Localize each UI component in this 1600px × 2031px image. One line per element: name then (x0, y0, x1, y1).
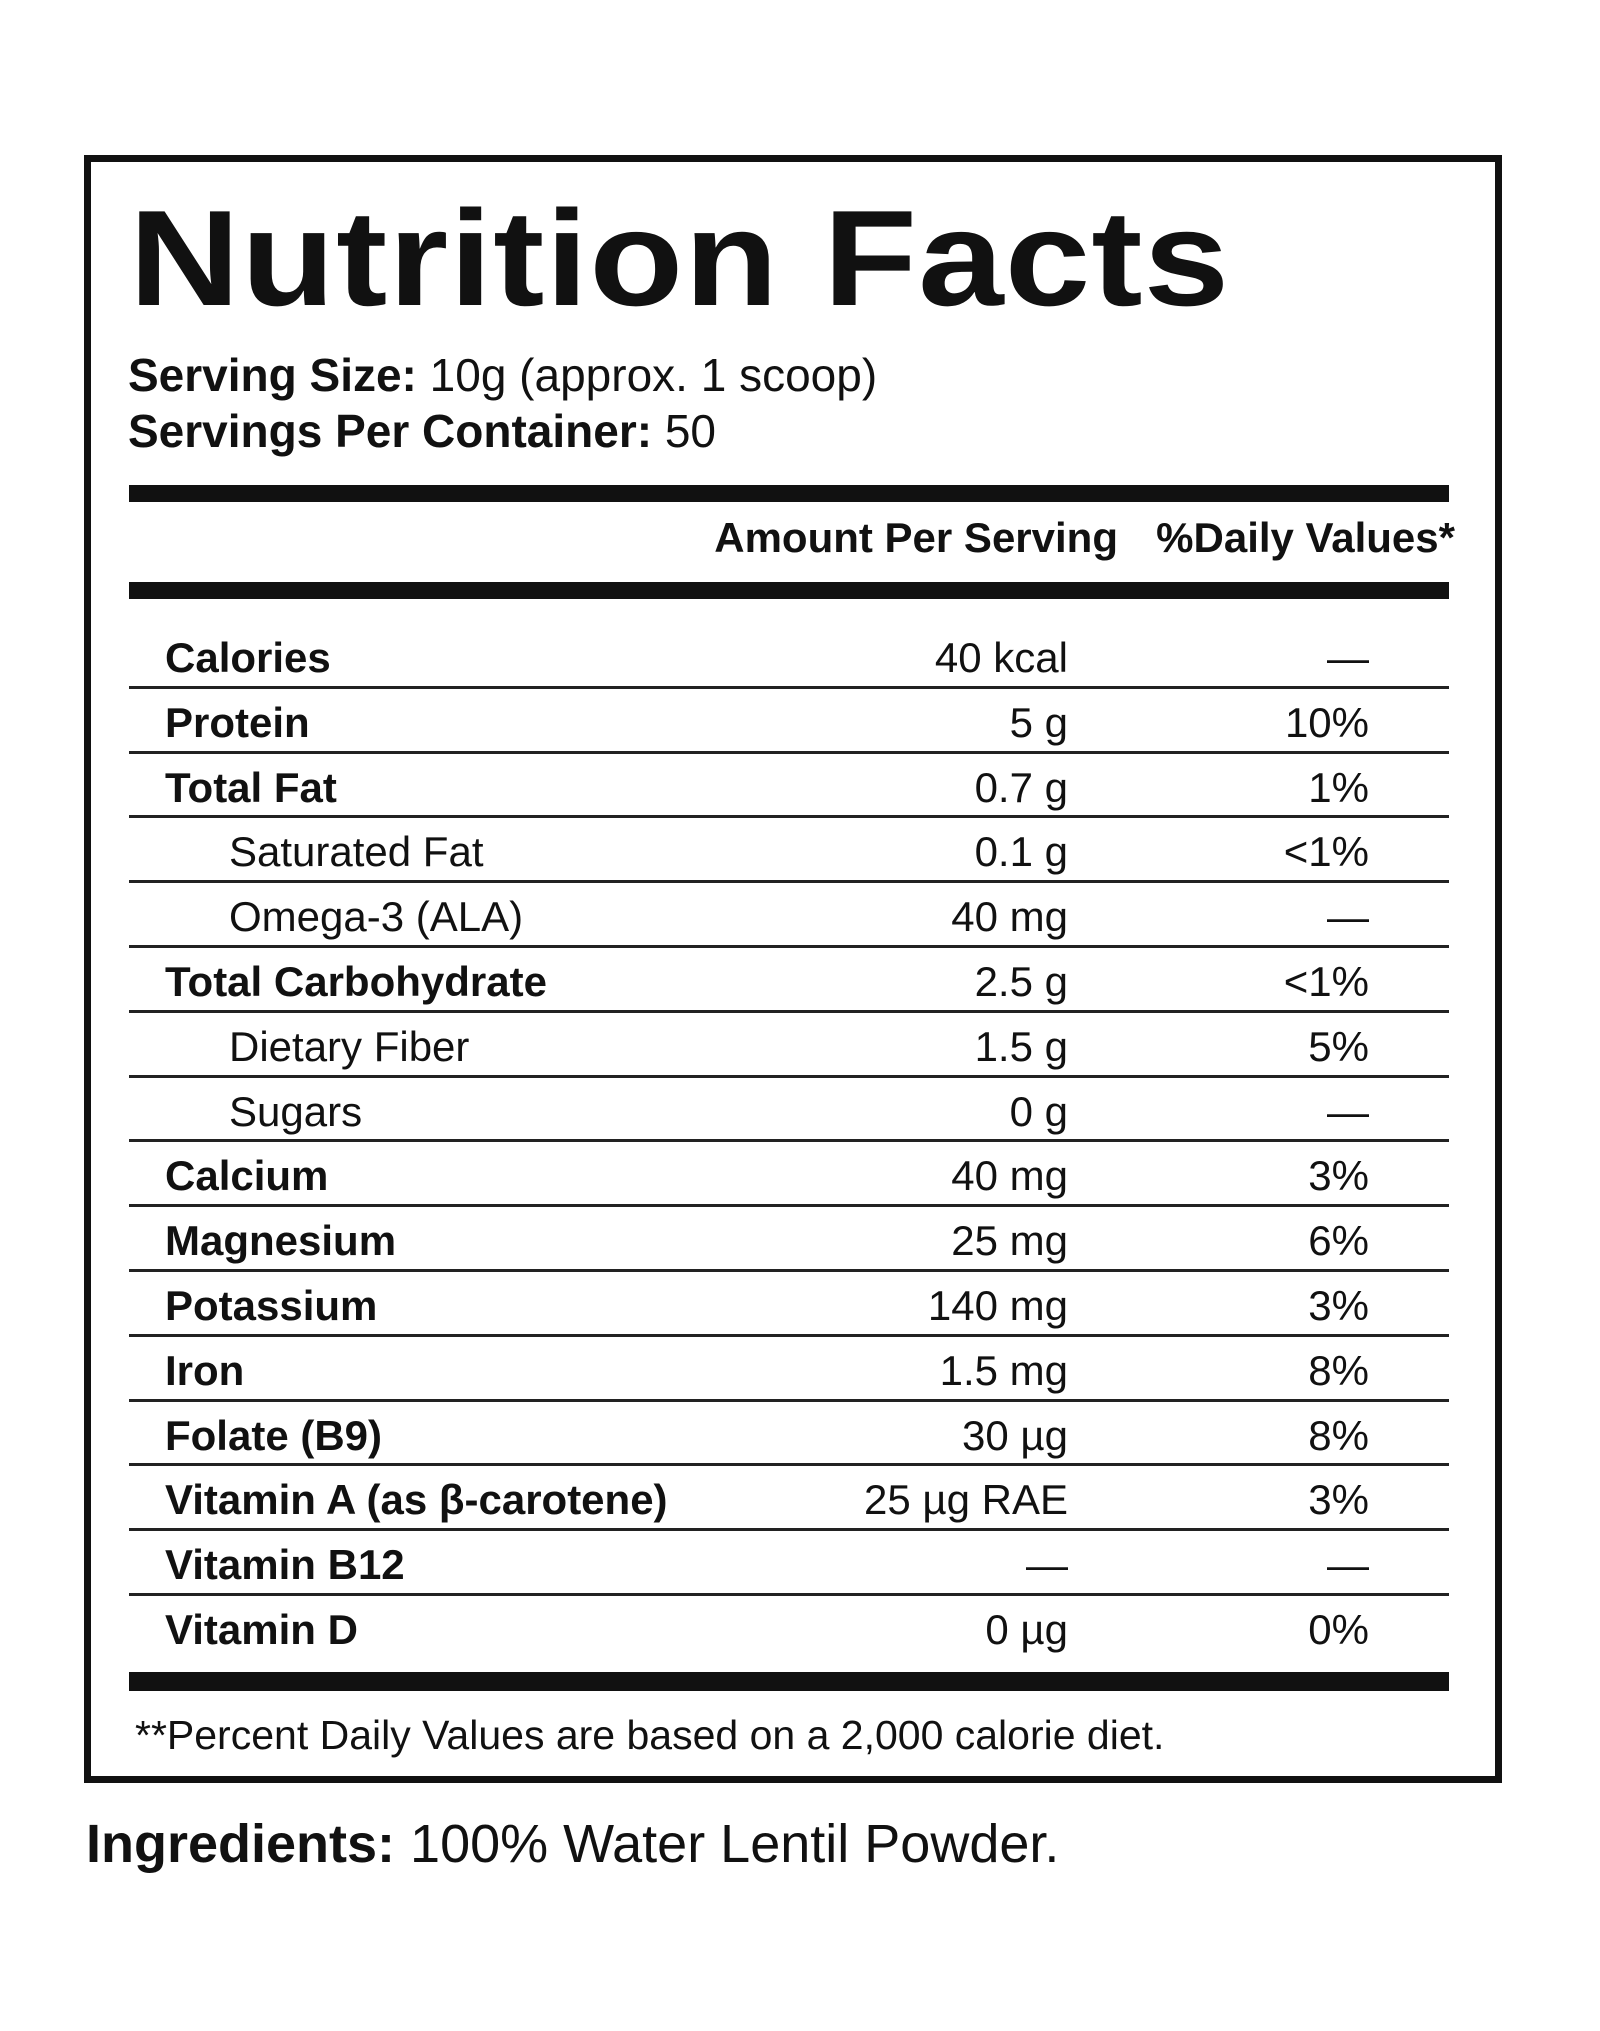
nutrient-name: Total Carbohydrate (165, 957, 547, 1005)
nutrient-row: Total Carbohydrate 2.5 g <1% (129, 948, 1449, 1013)
nutrient-row: Sugars 0 g — (129, 1078, 1449, 1143)
nutrient-amount: 0.7 g (974, 763, 1068, 811)
nutrient-daily-value: — (1327, 1541, 1369, 1589)
header-amount-per-serving: Amount Per Serving (714, 514, 1118, 561)
ingredients-value: 100% Water Lentil Powder. (410, 1814, 1060, 1874)
nutrient-row: Omega-3 (ALA) 40 mg — (129, 883, 1449, 948)
nutrient-daily-value: 8% (1308, 1411, 1369, 1459)
serving-size-value: 10g (approx. 1 scoop) (429, 349, 878, 401)
nutrient-row: Total Fat 0.7 g 1% (129, 754, 1449, 819)
label-title: Nutrition Facts (129, 182, 1231, 334)
nutrient-daily-value: <1% (1283, 828, 1369, 876)
nutrient-name: Potassium (165, 1281, 378, 1329)
servings-per-container-label: Servings Per Container: (128, 405, 653, 457)
nutrient-row: Vitamin D 0 µg 0% (129, 1596, 1449, 1661)
nutrient-daily-value: 8% (1308, 1346, 1369, 1394)
nutrient-row: Calcium 40 mg 3% (129, 1142, 1449, 1208)
nutrient-name: Vitamin B12 (165, 1541, 405, 1589)
nutrient-row: Magnesium 25 mg 6% (129, 1207, 1449, 1272)
nutrient-daily-value: 1% (1308, 763, 1369, 811)
nutrient-amount: 2.5 g (974, 957, 1068, 1005)
nutrient-name: Calcium (165, 1152, 329, 1200)
nutrient-daily-value: <1% (1283, 957, 1369, 1005)
nutrient-row: Dietary Fiber 1.5 g 5% (129, 1013, 1449, 1078)
nutrient-name: Calories (165, 634, 331, 681)
nutrient-amount: 140 mg (927, 1281, 1068, 1329)
nutrient-row: Protein 5 g 10% (129, 689, 1449, 754)
nutrient-amount: 0 g (1009, 1087, 1068, 1135)
nutrient-amount: — (1026, 1541, 1068, 1589)
nutrient-amount: 1.5 g (974, 1022, 1068, 1070)
nutrient-name: Omega-3 (ALA) (229, 893, 524, 941)
nutrient-daily-value: 10% (1284, 698, 1369, 746)
nutrient-name: Total Fat (165, 763, 337, 811)
serving-size: Serving Size: 10g (approx. 1 scoop) (128, 352, 877, 398)
divider-thick (129, 485, 1449, 502)
nutrient-name: Dietary Fiber (229, 1022, 470, 1070)
nutrient-daily-value: 3% (1308, 1476, 1369, 1524)
nutrient-name: Protein (165, 698, 310, 746)
nutrient-name: Sugars (229, 1087, 363, 1135)
nutrient-name: Iron (165, 1346, 245, 1394)
nutrient-name: Folate (B9) (165, 1411, 383, 1459)
nutrient-amount: 1.5 mg (939, 1346, 1068, 1394)
serving-size-label: Serving Size: (128, 349, 417, 401)
nutrient-row: Saturated Fat 0.1 g <1% (129, 818, 1449, 884)
nutrient-amount: 0.1 g (974, 828, 1068, 876)
nutrient-daily-value: 3% (1308, 1152, 1369, 1200)
divider-thick (129, 1672, 1449, 1691)
nutrient-daily-value: 6% (1308, 1217, 1369, 1265)
nutrient-amount: 40 mg (951, 1152, 1068, 1200)
nutrient-amount: 40 mg (951, 893, 1068, 941)
footnote: **Percent Daily Values are based on a 2,… (135, 1712, 1165, 1758)
nutrient-amount: 30 µg (962, 1411, 1068, 1459)
nutrient-amount: 40 kcal (934, 634, 1068, 681)
nutrient-name: Saturated Fat (229, 828, 484, 876)
ingredients: Ingredients: 100% Water Lentil Powder. (86, 1817, 1059, 1871)
nutrient-name: Magnesium (165, 1217, 397, 1265)
nutrient-row: Iron 1.5 mg 8% (129, 1337, 1449, 1402)
nutrient-daily-value: — (1327, 893, 1369, 941)
nutrient-daily-value: 5% (1308, 1022, 1369, 1070)
nutrient-row: Vitamin A (as β-carotene) 25 µg RAE 3% (129, 1466, 1449, 1532)
nutrient-daily-value: 0% (1308, 1605, 1369, 1653)
nutrient-amount: 5 g (1009, 698, 1068, 746)
nutrient-amount: 25 µg RAE (864, 1476, 1068, 1524)
nutrient-daily-value: — (1327, 634, 1369, 681)
servings-per-container: Servings Per Container: 50 (128, 408, 716, 454)
nutrient-row: Calories 40 kcal — (129, 624, 1449, 689)
nutrient-name: Vitamin A (as β-carotene) (165, 1476, 668, 1524)
nutrient-row: Potassium 140 mg 3% (129, 1272, 1449, 1337)
nutrient-amount: 0 µg (985, 1605, 1068, 1653)
nutrition-facts-label: Nutrition Facts Serving Size: 10g (appro… (84, 155, 1502, 1783)
nutrient-daily-value: — (1327, 1087, 1369, 1135)
nutrient-name: Vitamin D (165, 1605, 358, 1653)
nutrient-row: Folate (B9) 30 µg 8% (129, 1402, 1449, 1467)
nutrient-table: Calories 40 kcal — Protein 5 g 10% Total Fat 0.… (129, 624, 1449, 1661)
divider-thick (129, 582, 1449, 599)
nutrient-daily-value: 3% (1308, 1281, 1369, 1329)
header-daily-values: %Daily Values* (1156, 514, 1455, 561)
ingredients-label: Ingredients: (86, 1814, 396, 1874)
nutrient-amount: 25 mg (951, 1217, 1068, 1265)
nutrient-row: Vitamin B12 — — (129, 1531, 1449, 1596)
servings-per-container-value: 50 (664, 405, 716, 457)
